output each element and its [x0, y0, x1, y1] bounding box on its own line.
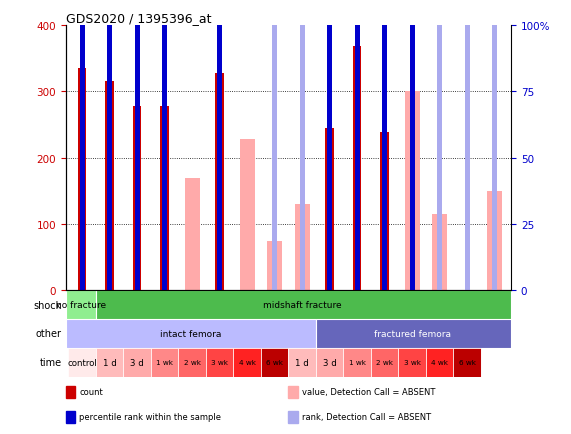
Bar	[353, 47, 361, 291]
Bar	[215, 74, 224, 291]
Text: other: other	[35, 329, 62, 339]
Text: 1 d: 1 d	[103, 358, 116, 367]
Text: rank, Detection Call = ABSENT: rank, Detection Call = ABSENT	[301, 412, 431, 421]
Bar	[135, 0, 140, 291]
Text: 3 d: 3 d	[130, 358, 144, 367]
Bar	[240, 140, 255, 291]
Text: 1 d: 1 d	[295, 358, 309, 367]
Bar	[382, 0, 387, 291]
Text: 2 wk: 2 wk	[376, 359, 393, 365]
Bar	[288, 411, 298, 423]
Bar	[133, 107, 141, 291]
Bar	[288, 386, 298, 398]
Bar	[465, 0, 469, 291]
Bar	[66, 291, 96, 319]
Bar	[316, 319, 511, 348]
Text: 4 wk: 4 wk	[239, 359, 256, 365]
Bar	[437, 0, 442, 291]
Bar	[426, 348, 453, 377]
Bar	[404, 92, 420, 291]
Text: 1 wk: 1 wk	[348, 359, 365, 365]
Bar	[409, 0, 415, 291]
Bar	[96, 348, 123, 377]
Text: 3 wk: 3 wk	[404, 359, 421, 365]
Text: shock: shock	[33, 300, 62, 310]
Bar	[206, 348, 234, 377]
Text: 2 wk: 2 wk	[184, 359, 200, 365]
Bar	[66, 386, 75, 398]
Bar	[261, 348, 288, 377]
Text: 3 wk: 3 wk	[211, 359, 228, 365]
Bar	[380, 133, 389, 291]
Bar	[288, 348, 316, 377]
Bar	[316, 348, 343, 377]
Bar	[66, 411, 75, 423]
Bar	[453, 348, 481, 377]
Text: intact femora: intact femora	[160, 329, 222, 338]
Bar	[78, 69, 86, 291]
Text: no fracture: no fracture	[56, 300, 106, 309]
Bar	[80, 0, 85, 291]
Bar	[66, 319, 316, 348]
Bar	[151, 348, 178, 377]
Bar	[300, 0, 304, 291]
Text: count: count	[79, 387, 103, 396]
Text: percentile rank within the sample: percentile rank within the sample	[79, 412, 221, 421]
Bar	[217, 0, 222, 291]
Text: control: control	[67, 358, 97, 367]
Bar	[106, 82, 114, 291]
Text: GDS2020 / 1395396_at: GDS2020 / 1395396_at	[66, 12, 211, 25]
Bar	[327, 0, 332, 291]
Bar	[162, 0, 167, 291]
Bar	[325, 128, 334, 291]
Text: fractured femora: fractured femora	[373, 329, 451, 338]
Text: midshaft fracture: midshaft fracture	[263, 300, 341, 309]
Text: time: time	[39, 358, 62, 367]
Text: 6 wk: 6 wk	[459, 359, 476, 365]
Bar	[178, 348, 206, 377]
Text: value, Detection Call = ABSENT: value, Detection Call = ABSENT	[301, 387, 435, 396]
Text: 4 wk: 4 wk	[431, 359, 448, 365]
Bar	[371, 348, 399, 377]
Bar	[481, 348, 508, 377]
Text: 3 d: 3 d	[323, 358, 336, 367]
Text: 6 wk: 6 wk	[266, 359, 283, 365]
Bar	[234, 348, 261, 377]
Bar	[399, 348, 426, 377]
Bar	[160, 107, 169, 291]
Bar	[355, 0, 360, 291]
Bar	[295, 204, 309, 291]
Bar	[107, 0, 112, 291]
Bar	[432, 214, 447, 291]
Bar	[343, 348, 371, 377]
Bar	[69, 348, 96, 377]
Bar	[492, 0, 497, 291]
Bar	[123, 348, 151, 377]
Bar	[272, 16, 277, 291]
Text: 1 wk: 1 wk	[156, 359, 173, 365]
Bar	[184, 178, 200, 291]
Bar	[267, 241, 282, 291]
Bar	[487, 191, 502, 291]
